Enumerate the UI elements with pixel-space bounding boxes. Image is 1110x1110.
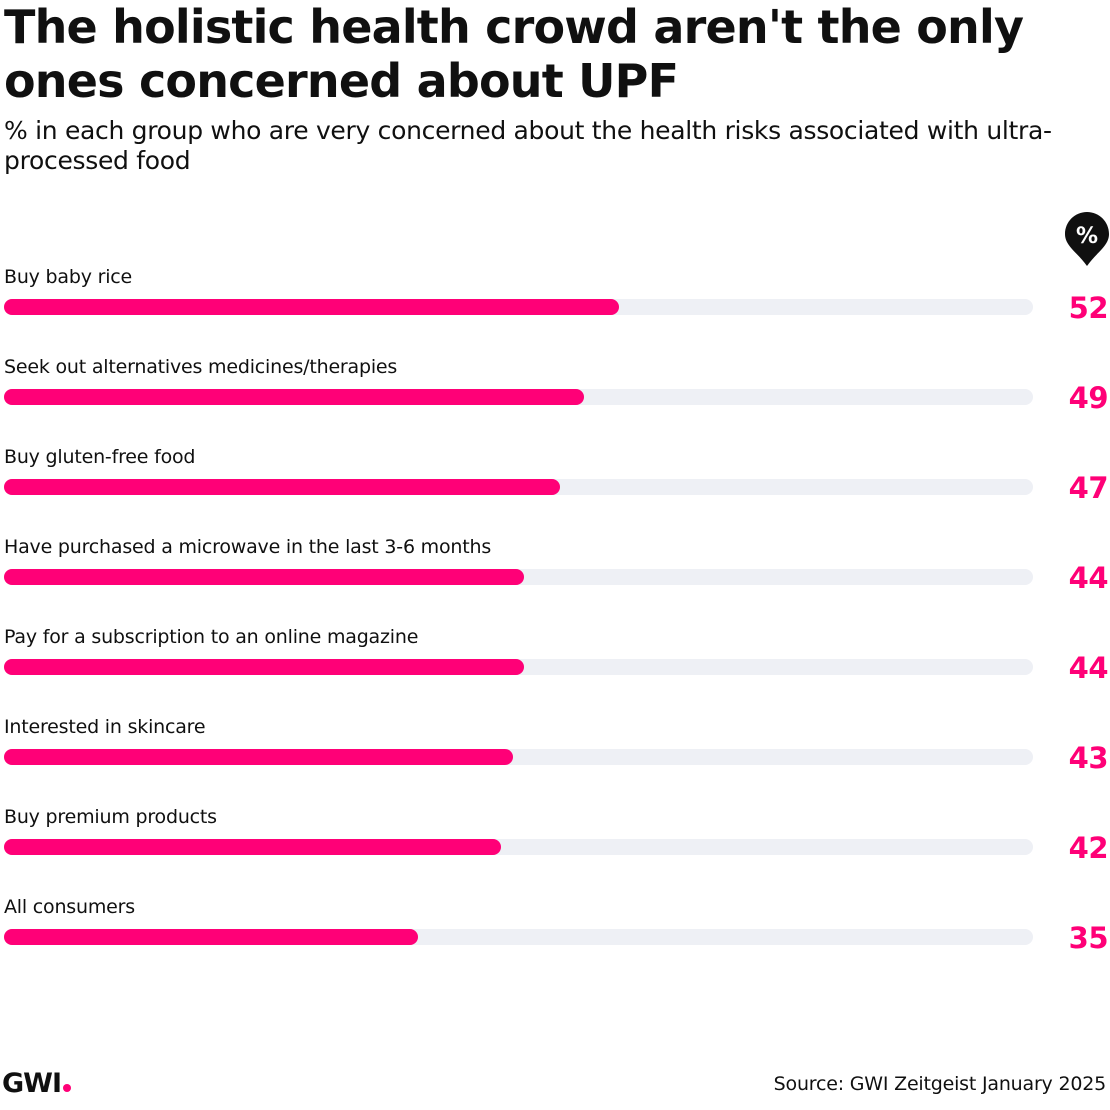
bar-track [4, 569, 1033, 585]
bar [4, 569, 524, 585]
logo-dot [63, 1084, 71, 1092]
bar-track [4, 389, 1033, 405]
bar-track [4, 659, 1033, 675]
bar-chart: Buy baby rice 52 Seek out alternatives med… [4, 266, 1109, 955]
category-label: Buy premium products [4, 806, 217, 828]
data-label: 52 [1068, 291, 1109, 325]
source-note: Source: GWI Zeitgeist January 2025 [773, 1073, 1107, 1095]
category-label: Buy gluten-free food [4, 446, 196, 468]
data-label: 42 [1068, 831, 1109, 865]
percent-pin-icon: % [1065, 212, 1109, 266]
chart-title: The holistic health crowd aren't the onl… [4, 0, 1024, 108]
bar [4, 659, 524, 675]
bar-track [4, 299, 1033, 315]
data-label: 49 [1068, 381, 1109, 415]
bar-track [4, 929, 1033, 945]
percent-pin-label: % [1076, 224, 1098, 249]
bar-track [4, 749, 1033, 765]
bar [4, 749, 513, 765]
bar [4, 299, 619, 315]
bar-track [4, 479, 1033, 495]
data-label: 44 [1068, 651, 1109, 685]
bar [4, 839, 501, 855]
category-label: Have purchased a microwave in the last 3… [4, 536, 492, 558]
category-label: Pay for a subscription to an online maga… [4, 626, 419, 648]
gwi-logo: GWI [2, 1068, 71, 1100]
bar [4, 389, 584, 405]
data-label: 35 [1068, 921, 1109, 955]
logo-text: GWI [2, 1068, 62, 1099]
bar [4, 479, 560, 495]
category-label: All consumers [4, 896, 135, 918]
data-label: 47 [1068, 471, 1109, 505]
chart-subtitle: % in each group who are very concerned a… [4, 116, 1052, 174]
category-label: Seek out alternatives medicines/therapie… [4, 356, 398, 378]
data-label: 43 [1068, 741, 1109, 775]
bar-track [4, 839, 1033, 855]
category-label: Buy baby rice [4, 266, 133, 288]
category-label: Interested in skincare [4, 716, 206, 738]
bar [4, 929, 418, 945]
percent-pin-shape [1065, 212, 1109, 266]
data-label: 44 [1068, 561, 1109, 595]
